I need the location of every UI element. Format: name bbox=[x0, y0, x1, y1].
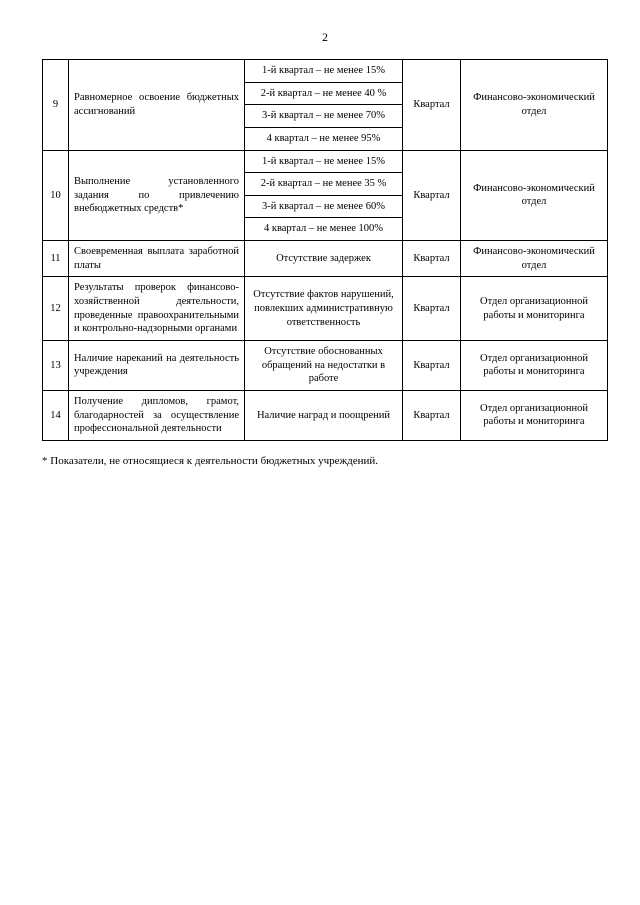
row-period: Квартал bbox=[403, 241, 461, 277]
row-period: Квартал bbox=[403, 150, 461, 241]
row-department: Финансово-экономический отдел bbox=[461, 150, 608, 241]
row-department: Отдел организационной работы и мониторин… bbox=[461, 340, 608, 390]
row-department: Отдел организационной работы и мониторин… bbox=[461, 277, 608, 341]
row-number: 13 bbox=[43, 340, 69, 390]
document-page: 2 9Равномерное освоение бюджетных ассигн… bbox=[0, 0, 640, 905]
row-criterion: Отсутствие задержек bbox=[245, 241, 403, 277]
row-criterion: 4 квартал – не менее 95% bbox=[245, 127, 403, 150]
row-criterion: 2-й квартал – не менее 40 % bbox=[245, 82, 403, 105]
row-number: 11 bbox=[43, 241, 69, 277]
row-department: Финансово-экономический отдел bbox=[461, 241, 608, 277]
row-period: Квартал bbox=[403, 60, 461, 151]
row-department: Отдел организационной работы и мониторин… bbox=[461, 390, 608, 440]
row-criterion: 2-й квартал – не менее 35 % bbox=[245, 173, 403, 196]
row-criterion: Отсутствие обоснованных обращений на нед… bbox=[245, 340, 403, 390]
row-description: Равномерное освоение бюджетных ассигнова… bbox=[69, 60, 245, 151]
row-criterion: 3-й квартал – не менее 70% bbox=[245, 105, 403, 128]
row-criterion: 1-й квартал – не менее 15% bbox=[245, 150, 403, 173]
row-period: Квартал bbox=[403, 390, 461, 440]
row-number: 12 bbox=[43, 277, 69, 341]
row-criterion: 1-й квартал – не менее 15% bbox=[245, 60, 403, 83]
row-description: Наличие нареканий на деятельность учрежд… bbox=[69, 340, 245, 390]
indicators-table: 9Равномерное освоение бюджетных ассигнов… bbox=[42, 59, 608, 441]
table-row: 12Результаты проверок финансово-хозяйств… bbox=[43, 277, 608, 341]
table-row: 10Выполнение установленного задания по п… bbox=[43, 150, 608, 173]
table-row: 13Наличие нареканий на деятельность учре… bbox=[43, 340, 608, 390]
row-number: 9 bbox=[43, 60, 69, 151]
row-criterion: 3-й квартал – не менее 60% bbox=[245, 195, 403, 218]
table-row: 11Своевременная выплата заработной платы… bbox=[43, 241, 608, 277]
row-number: 10 bbox=[43, 150, 69, 241]
row-description: Выполнение установленного задания по при… bbox=[69, 150, 245, 241]
row-department: Финансово-экономический отдел bbox=[461, 60, 608, 151]
row-number: 14 bbox=[43, 390, 69, 440]
row-description: Результаты проверок финансово-хозяйствен… bbox=[69, 277, 245, 341]
footnote: * Показатели, не относящиеся к деятельно… bbox=[42, 455, 608, 467]
row-criterion: Отсутствие фактов нарушений, повлекших а… bbox=[245, 277, 403, 341]
row-description: Получение дипломов, грамот, благодарност… bbox=[69, 390, 245, 440]
row-description: Своевременная выплата заработной платы bbox=[69, 241, 245, 277]
page-number: 2 bbox=[42, 30, 608, 45]
row-period: Квартал bbox=[403, 277, 461, 341]
table-body: 9Равномерное освоение бюджетных ассигнов… bbox=[43, 60, 608, 441]
table-row: 14Получение дипломов, грамот, благодарно… bbox=[43, 390, 608, 440]
row-criterion: Наличие наград и поощрений bbox=[245, 390, 403, 440]
row-period: Квартал bbox=[403, 340, 461, 390]
row-criterion: 4 квартал – не менее 100% bbox=[245, 218, 403, 241]
table-row: 9Равномерное освоение бюджетных ассигнов… bbox=[43, 60, 608, 83]
